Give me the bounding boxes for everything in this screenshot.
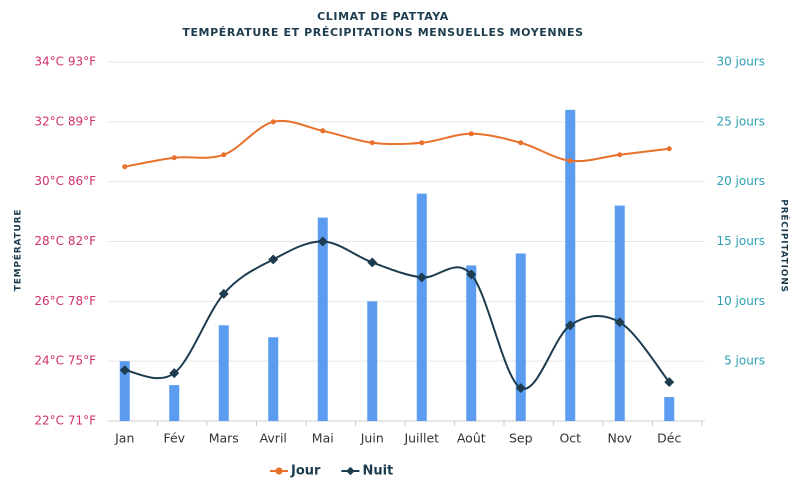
point xyxy=(268,254,279,265)
point xyxy=(468,131,474,137)
bar xyxy=(515,253,526,421)
point xyxy=(565,320,576,331)
bar xyxy=(268,337,279,421)
bar xyxy=(614,205,625,421)
y-axis-label: TEMPÉRATURE xyxy=(12,209,24,292)
x-tick-label: Avril xyxy=(260,431,287,446)
x-tick-label: Fév xyxy=(163,431,185,446)
point xyxy=(518,140,524,146)
y-tick-label: 34°C 93°F xyxy=(34,55,96,69)
bar xyxy=(169,385,180,421)
point xyxy=(221,152,227,158)
y2-tick-label: 10 jours xyxy=(716,294,765,308)
bar xyxy=(218,325,229,421)
point xyxy=(416,272,427,283)
x-tick-label: Mai xyxy=(312,431,334,446)
legend-marker xyxy=(346,466,355,476)
point xyxy=(320,128,326,134)
chart-title: CLIMAT DE PATTAYA xyxy=(317,10,449,23)
bar xyxy=(317,217,328,421)
line xyxy=(124,240,671,390)
bar xyxy=(416,193,427,421)
x-tick-label: Juillet xyxy=(403,431,439,446)
y-tick-label: 32°C 89°F xyxy=(34,114,96,128)
point xyxy=(317,236,328,247)
x-tick-label: Mars xyxy=(209,431,239,446)
y2-tick-label: 20 jours xyxy=(716,174,765,188)
bar xyxy=(664,397,675,421)
point xyxy=(567,158,573,164)
x-tick-label: Nov xyxy=(608,431,633,446)
bar xyxy=(367,301,378,421)
point xyxy=(369,140,375,146)
chart-subtitle: TEMPÉRATURE ET PRÉCIPITATIONS MENSUELLES… xyxy=(182,26,583,39)
x-tick-label: Oct xyxy=(559,431,581,446)
point xyxy=(122,164,128,170)
bar xyxy=(565,109,576,421)
point xyxy=(666,146,672,152)
x-tick-label: Déc xyxy=(657,431,681,446)
point xyxy=(218,288,229,299)
point xyxy=(169,368,180,379)
point xyxy=(171,155,177,161)
legend-label: Jour xyxy=(290,464,321,479)
legend-marker xyxy=(275,467,283,475)
point xyxy=(270,119,276,125)
x-tick-label: Août xyxy=(457,431,486,446)
point xyxy=(515,383,526,394)
y2-tick-label: 15 jours xyxy=(716,234,765,248)
line xyxy=(124,119,670,168)
y-tick-label: 26°C 78°F xyxy=(34,294,96,308)
y2-tick-label: 5 jours xyxy=(724,354,765,368)
y-tick-label: 22°C 71°F xyxy=(34,414,96,428)
point xyxy=(367,257,378,268)
bar xyxy=(466,265,477,421)
y-tick-label: 24°C 75°F xyxy=(34,354,96,368)
point xyxy=(617,152,623,158)
x-tick-label: Sep xyxy=(509,431,533,446)
y2-tick-label: 25 jours xyxy=(716,114,765,128)
y-tick-label: 28°C 82°F xyxy=(34,234,96,248)
y2-axis-label: PRÉCIPITATIONS xyxy=(779,199,791,293)
x-tick-label: Juin xyxy=(360,431,384,446)
y-tick-label: 30°C 86°F xyxy=(34,174,96,188)
x-tick-label: Jan xyxy=(114,431,134,446)
legend-label: Nuit xyxy=(362,464,393,479)
point xyxy=(664,377,675,388)
bar xyxy=(119,361,130,421)
y2-tick-label: 30 jours xyxy=(716,55,765,69)
point xyxy=(466,269,477,280)
point xyxy=(614,317,625,328)
point xyxy=(419,140,425,146)
